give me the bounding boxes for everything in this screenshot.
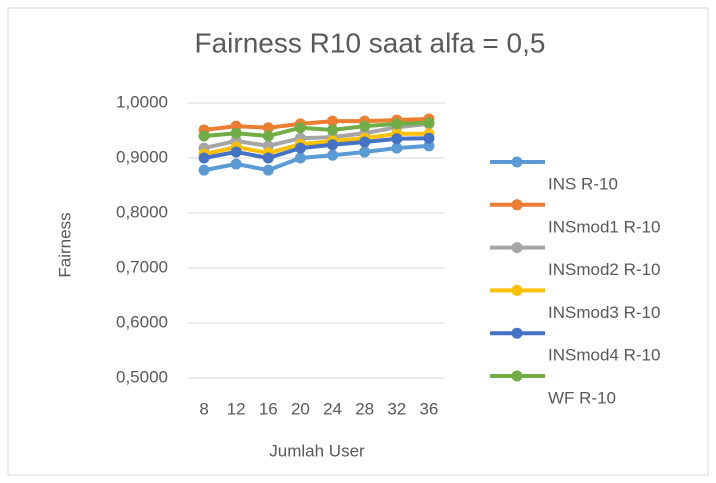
y-tick-label: 0,7000 bbox=[116, 257, 168, 276]
chart-title: Fairness R10 saat alfa = 0,5 bbox=[195, 27, 546, 58]
legend-marker bbox=[511, 156, 523, 168]
point bbox=[423, 132, 435, 144]
x-tick-label: 32 bbox=[387, 399, 406, 418]
y-tick-label: 1,0000 bbox=[116, 92, 168, 111]
legend-marker bbox=[511, 199, 523, 211]
point bbox=[230, 146, 242, 158]
point bbox=[262, 152, 274, 164]
point bbox=[423, 140, 435, 152]
y-tick-label: 0,6000 bbox=[116, 312, 168, 331]
x-tick-label: 12 bbox=[227, 399, 246, 418]
x-tick-label: 20 bbox=[291, 399, 310, 418]
point bbox=[294, 142, 306, 154]
point bbox=[230, 127, 242, 139]
point bbox=[294, 122, 306, 134]
point bbox=[294, 152, 306, 164]
legend-label: INSmod4 R-10 bbox=[548, 346, 660, 365]
legend-label: INS R-10 bbox=[548, 174, 618, 193]
point bbox=[262, 122, 274, 134]
point bbox=[198, 152, 210, 164]
x-tick-label: 24 bbox=[323, 399, 342, 418]
legend-label: INSmod2 R-10 bbox=[548, 260, 660, 279]
legend-label: INSmod1 R-10 bbox=[548, 217, 660, 236]
x-tick-label: 8 bbox=[199, 399, 208, 418]
legend-marker bbox=[511, 370, 523, 382]
legend-marker bbox=[511, 284, 523, 296]
point bbox=[198, 164, 210, 176]
y-tick-label: 0,5000 bbox=[116, 367, 168, 386]
legend-marker bbox=[511, 242, 523, 254]
y-axis-label: Fairness bbox=[55, 212, 74, 277]
y-tick-label: 0,9000 bbox=[116, 147, 168, 166]
point bbox=[391, 118, 403, 130]
legend-marker bbox=[511, 327, 523, 339]
x-axis-label: Jumlah User bbox=[269, 441, 365, 460]
y-tick-label: 0,8000 bbox=[116, 202, 168, 221]
point bbox=[359, 146, 371, 158]
x-tick-label: 16 bbox=[259, 399, 278, 418]
point bbox=[423, 117, 435, 129]
point bbox=[359, 136, 371, 148]
point bbox=[262, 130, 274, 142]
x-tick-label: 36 bbox=[419, 399, 438, 418]
x-tick-label: 28 bbox=[355, 399, 374, 418]
point bbox=[327, 149, 339, 161]
legend-label: INSmod3 R-10 bbox=[548, 303, 660, 322]
point bbox=[359, 120, 371, 132]
point bbox=[198, 130, 210, 142]
point bbox=[327, 139, 339, 151]
point bbox=[262, 164, 274, 176]
legend-label: WF R-10 bbox=[548, 388, 616, 407]
point bbox=[391, 133, 403, 145]
chart-border bbox=[7, 7, 709, 476]
point bbox=[327, 124, 339, 136]
point bbox=[391, 142, 403, 154]
point bbox=[327, 115, 339, 127]
point bbox=[230, 158, 242, 170]
